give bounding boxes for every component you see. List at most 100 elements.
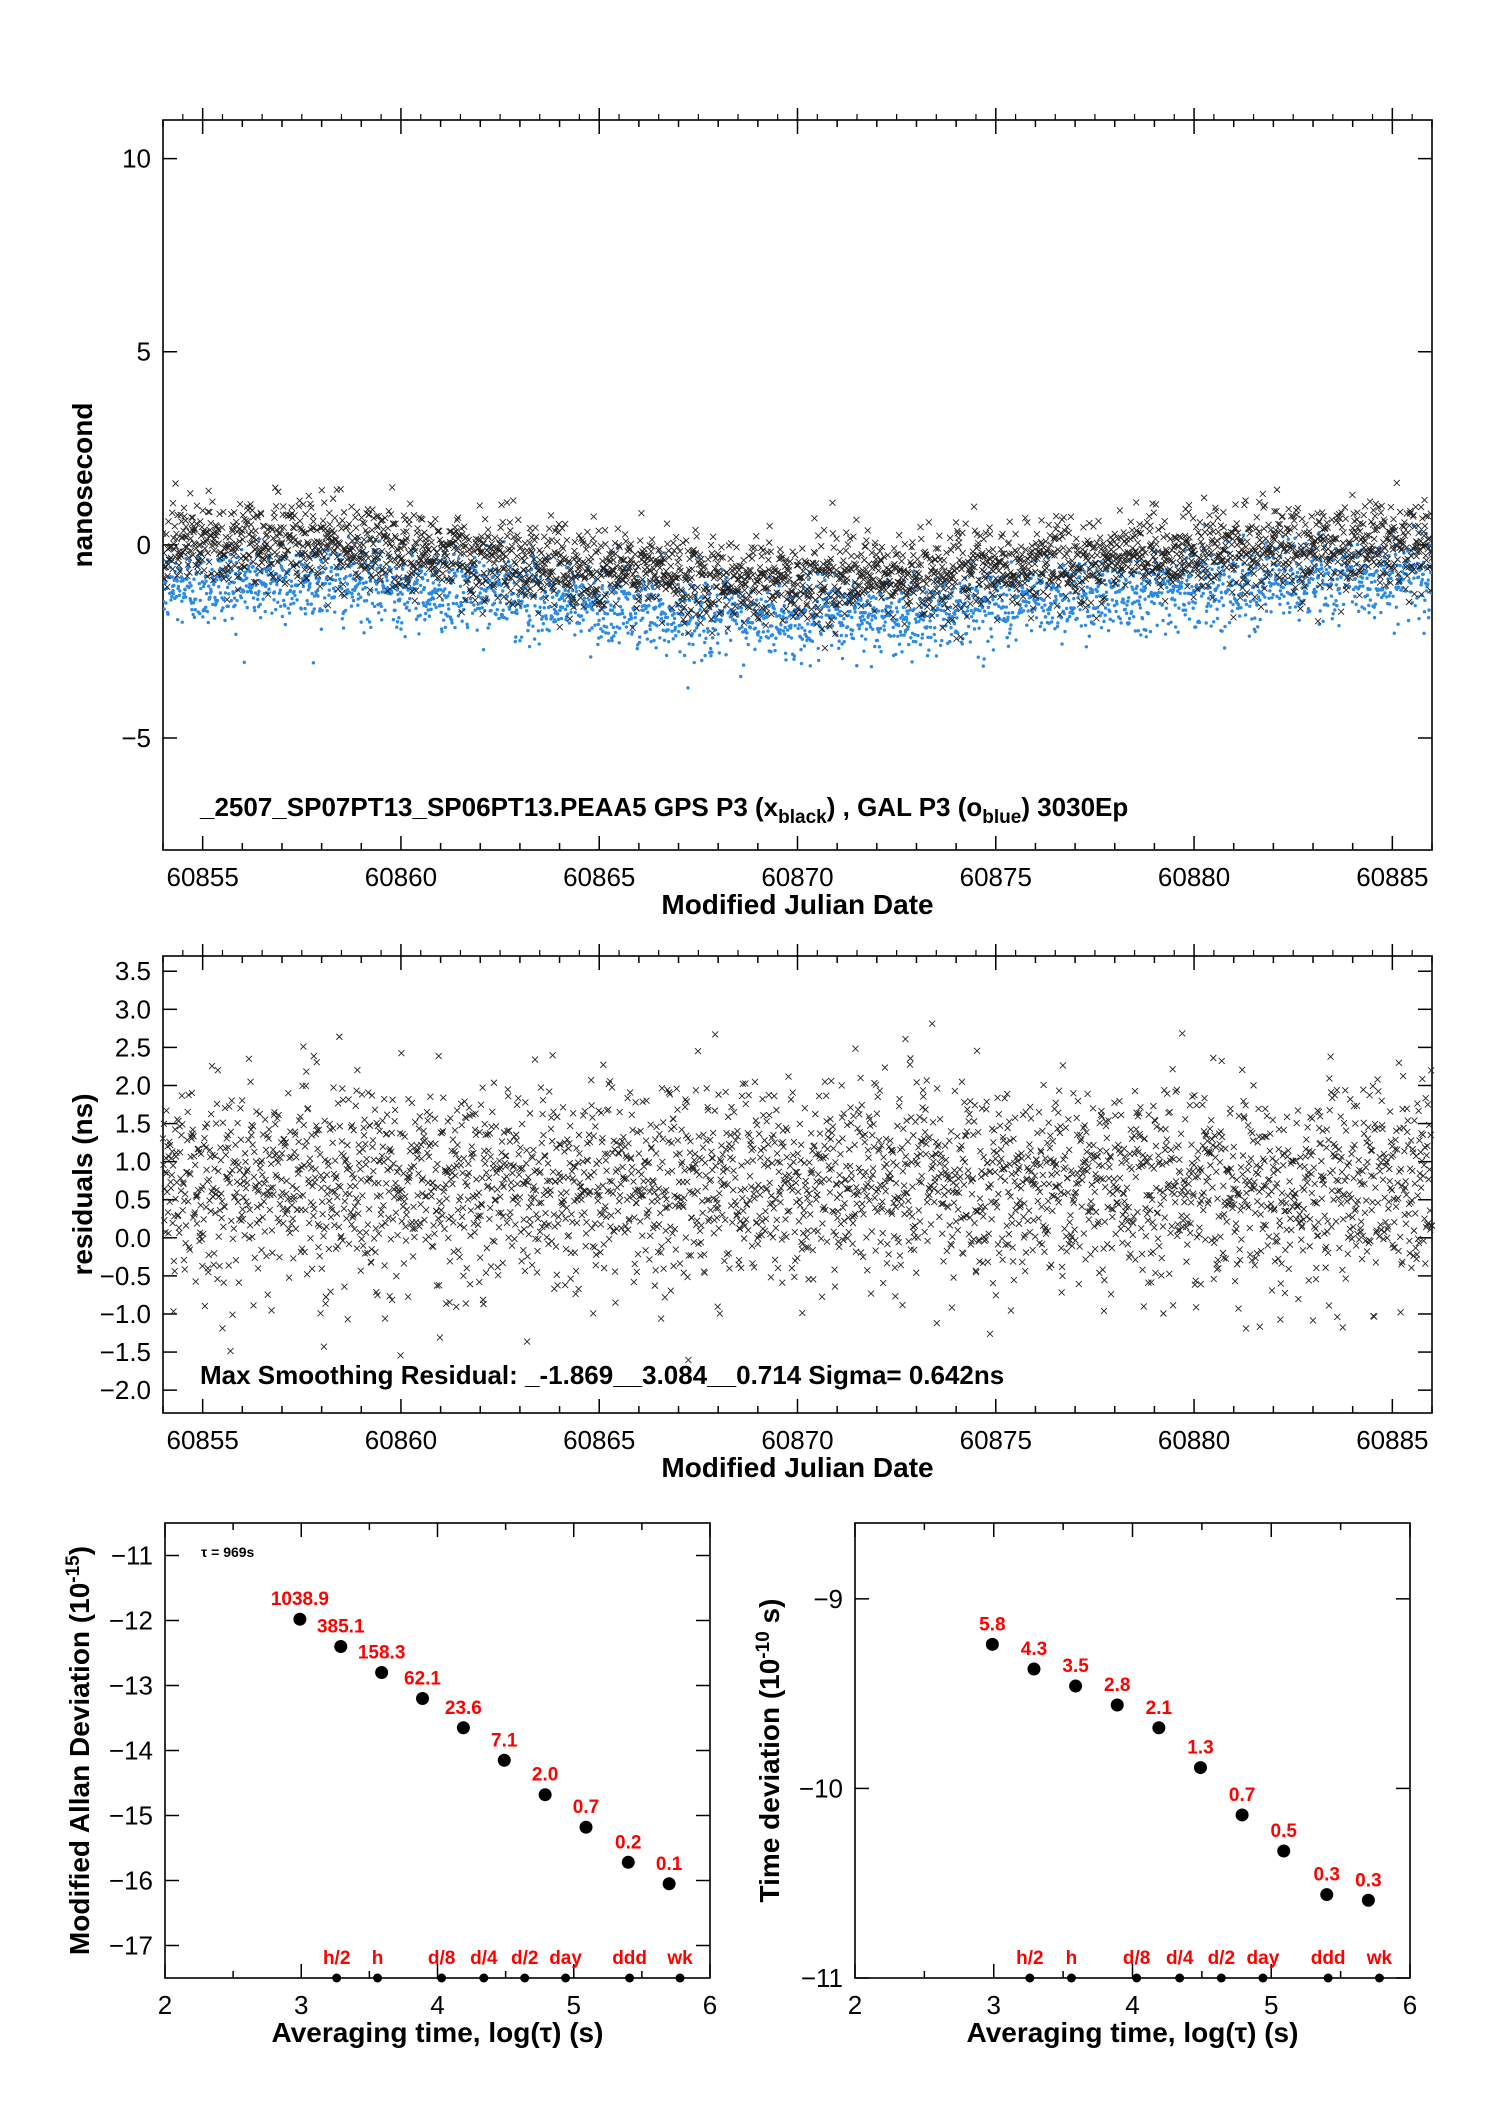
gal-point	[1177, 606, 1181, 610]
gal-point	[1368, 587, 1372, 591]
gal-point	[328, 581, 332, 586]
gal-point	[1127, 616, 1132, 621]
gal-point	[1015, 615, 1019, 619]
gal-point	[907, 642, 911, 647]
gal-point	[164, 601, 168, 605]
gal-point	[242, 573, 247, 577]
gps-point	[674, 558, 682, 566]
gal-point	[311, 661, 316, 665]
gal-point	[323, 596, 327, 600]
gal-point	[460, 619, 464, 623]
gps-point	[853, 516, 860, 524]
gal-point	[1204, 609, 1209, 613]
gps-point	[309, 512, 317, 520]
gal-point	[391, 617, 396, 622]
gal-point	[252, 605, 257, 610]
gal-point	[407, 608, 412, 613]
gal-point	[362, 631, 366, 635]
gal-point	[560, 605, 565, 610]
gal-point	[1173, 625, 1178, 629]
gal-point	[978, 608, 982, 613]
gal-point	[1421, 572, 1425, 576]
gal-point	[194, 572, 199, 576]
gps-point	[252, 527, 259, 535]
gal-point	[748, 625, 753, 630]
gps-point	[766, 522, 773, 530]
gal-point	[1426, 578, 1430, 582]
gps-point	[899, 551, 907, 559]
gal-point	[644, 629, 649, 634]
gps-point	[923, 580, 930, 588]
gal-point	[853, 610, 857, 614]
gps-point	[844, 541, 852, 548]
gal-point	[538, 605, 542, 609]
gal-point	[212, 616, 217, 620]
gps-point	[209, 498, 216, 506]
gal-point	[563, 588, 567, 593]
gal-point	[198, 598, 202, 603]
gal-point	[1043, 603, 1047, 607]
gal-point	[524, 609, 529, 613]
gps-point	[614, 525, 622, 533]
gal-point	[564, 617, 568, 622]
gps-point	[513, 552, 521, 560]
gal-point	[360, 576, 364, 581]
gps-point	[679, 539, 687, 547]
gal-point	[869, 665, 874, 669]
gal-point	[775, 614, 779, 618]
gal-point	[478, 601, 483, 605]
gal-point	[1427, 608, 1431, 612]
gal-point	[253, 591, 258, 595]
gal-point	[1313, 594, 1317, 599]
gal-point	[308, 581, 312, 586]
gal-point	[1263, 595, 1267, 599]
gal-point	[499, 583, 503, 587]
gal-point	[1148, 629, 1153, 634]
gal-point	[855, 664, 859, 668]
gal-point	[275, 582, 279, 587]
gal-point	[766, 629, 770, 633]
gal-point	[753, 647, 757, 652]
gal-point	[292, 589, 296, 594]
gal-point	[1367, 610, 1371, 615]
gal-point	[374, 587, 378, 592]
gal-point	[1215, 607, 1219, 611]
gal-point	[894, 652, 898, 657]
gps-point	[511, 558, 518, 566]
gal-point	[1338, 591, 1342, 596]
gal-point	[646, 610, 650, 615]
gal-point	[1372, 605, 1376, 609]
gal-point	[1333, 608, 1337, 612]
gal-point	[1208, 590, 1213, 595]
gal-point	[193, 608, 197, 612]
gal-point	[198, 611, 202, 616]
gps-point	[279, 503, 287, 510]
gal-point	[431, 581, 435, 585]
gal-point	[494, 612, 498, 617]
gal-point	[311, 610, 315, 614]
gal-point	[783, 625, 787, 630]
gal-point	[1373, 579, 1377, 584]
gps-point	[186, 490, 194, 497]
gal-point	[542, 606, 546, 610]
gal-point	[842, 640, 846, 644]
gal-point	[222, 598, 226, 602]
gal-point	[1092, 622, 1096, 626]
gal-point	[398, 597, 402, 601]
gal-point	[863, 610, 867, 615]
gps-point	[345, 520, 353, 528]
gal-point	[469, 600, 473, 605]
gal-point	[382, 584, 386, 589]
plot-frame	[162, 119, 1433, 851]
gps-point	[806, 583, 813, 591]
gal-point	[613, 630, 618, 635]
gal-point	[1129, 609, 1134, 614]
gps-point	[388, 484, 396, 491]
gps-point	[488, 551, 496, 559]
gal-point	[913, 632, 917, 637]
gal-point	[944, 611, 949, 616]
gal-point	[1354, 602, 1358, 607]
gps-point	[497, 524, 504, 531]
gps-point	[271, 484, 279, 492]
